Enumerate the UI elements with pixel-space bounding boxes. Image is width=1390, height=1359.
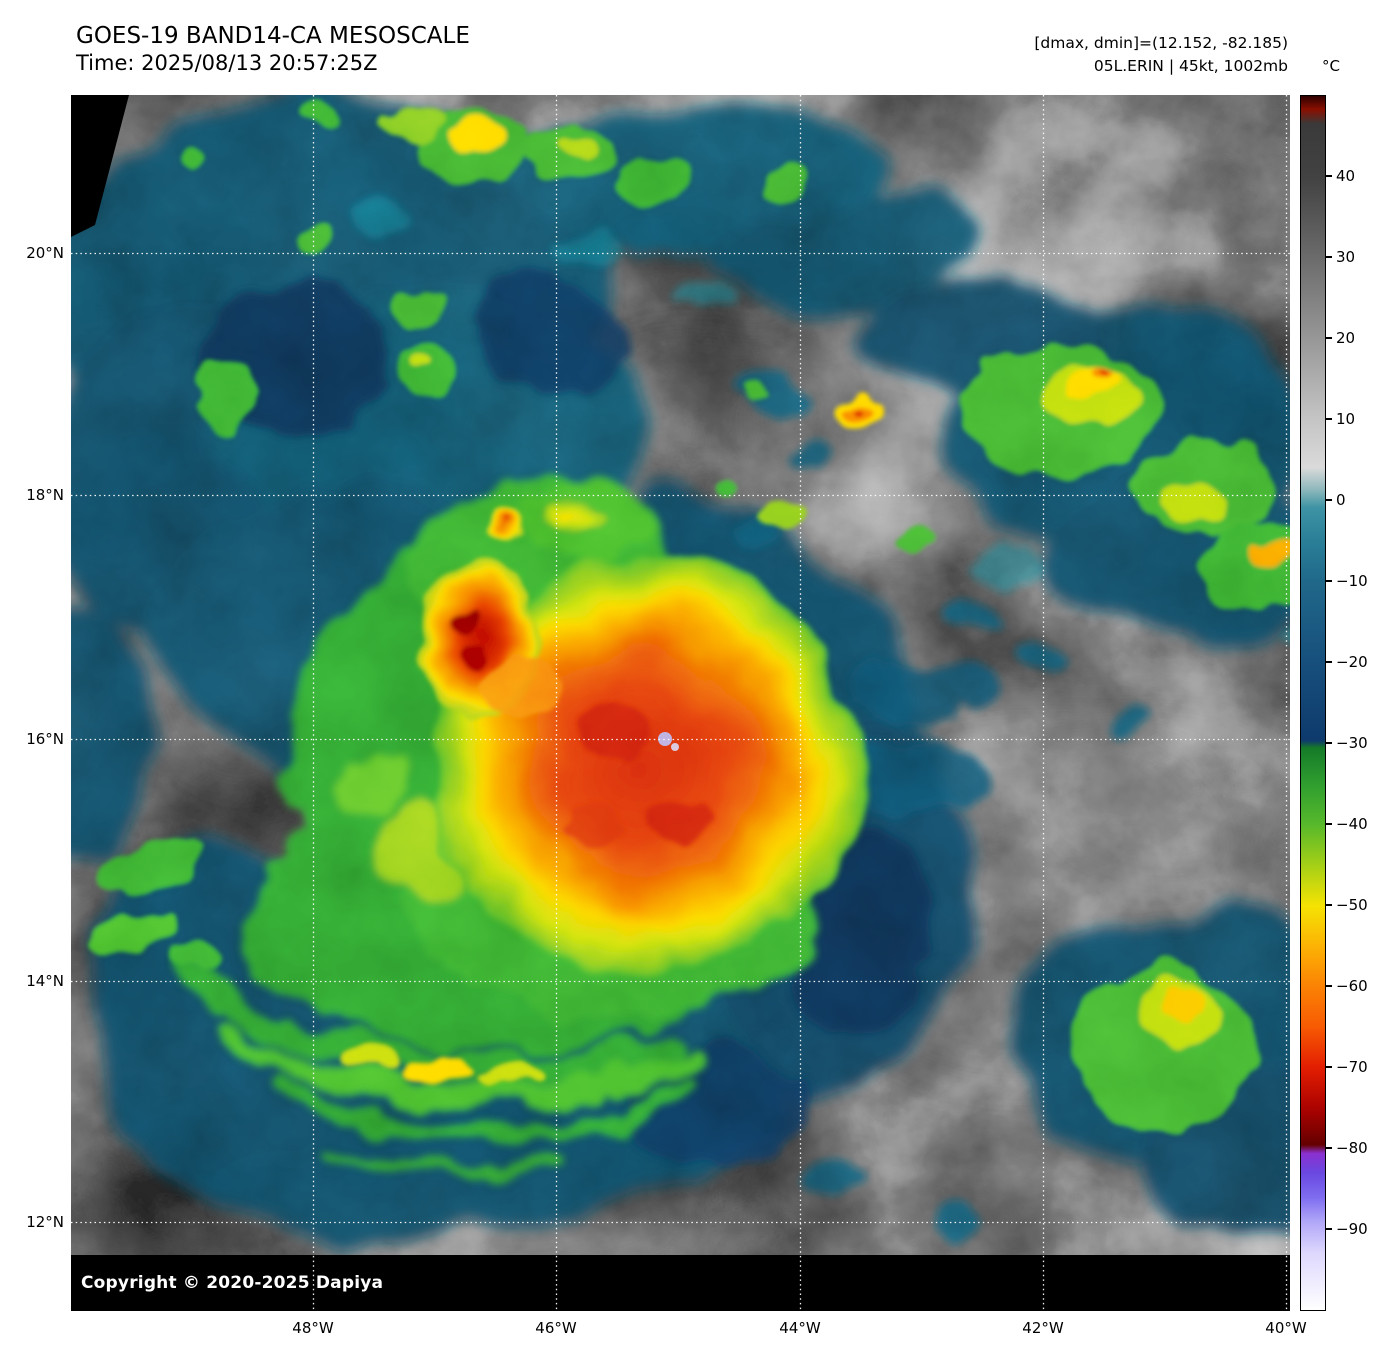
colorbar-tick-label-n40: −40 bbox=[1336, 815, 1368, 833]
colorbar-tick-label-n70: −70 bbox=[1336, 1058, 1368, 1076]
colorbar-tick bbox=[1326, 661, 1332, 663]
satellite-image bbox=[71, 95, 1290, 1311]
title-block: GOES-19 BAND14-CA MESOSCALE Time: 2025/0… bbox=[76, 22, 470, 77]
lon-label-44w: 44°W bbox=[779, 1319, 821, 1337]
colorbar-tick bbox=[1326, 742, 1332, 744]
bottom-black-strip bbox=[71, 1255, 1290, 1311]
colorbar-tick-label-30: 30 bbox=[1336, 248, 1356, 266]
scan-edge-wedge bbox=[71, 95, 129, 237]
lat-label-12n: 12°N bbox=[26, 1213, 64, 1231]
storm-info-label: 05L.ERIN | 45kt, 1002mb bbox=[1093, 57, 1288, 75]
colorbar-tick bbox=[1326, 175, 1332, 177]
colorbar-tick-label-10: 10 bbox=[1336, 410, 1356, 428]
lat-label-14n: 14°N bbox=[26, 972, 64, 990]
colorbar-tick-label-40: 40 bbox=[1336, 167, 1356, 185]
colorbar-tick bbox=[1326, 337, 1332, 339]
colorbar-tick-label-n10: −10 bbox=[1336, 572, 1368, 590]
colorbar-tick bbox=[1326, 1228, 1332, 1230]
colorbar-gradient bbox=[1300, 95, 1326, 1311]
colorbar-tick-label-n90: −90 bbox=[1336, 1220, 1368, 1238]
colorbar-tick-label-0: 0 bbox=[1336, 491, 1346, 509]
colorbar-tick bbox=[1326, 1066, 1332, 1068]
lat-label-18n: 18°N bbox=[26, 486, 64, 504]
colorbar-unit-label: °C bbox=[1322, 57, 1340, 75]
lon-label-40w: 40°W bbox=[1265, 1319, 1307, 1337]
colorbar-tick bbox=[1326, 1147, 1332, 1149]
satellite-map: Copyright © 2020-2025 Dapiya bbox=[71, 95, 1290, 1311]
colorbar-tick bbox=[1326, 499, 1332, 501]
colorbar-tick bbox=[1326, 580, 1332, 582]
colorbar-tick-label-20: 20 bbox=[1336, 329, 1356, 347]
colorbar-tick bbox=[1326, 823, 1332, 825]
lat-label-20n: 20°N bbox=[26, 244, 64, 262]
lon-label-42w: 42°W bbox=[1022, 1319, 1064, 1337]
colorbar-tick-label-n20: −20 bbox=[1336, 653, 1368, 671]
colorbar-tick bbox=[1326, 256, 1332, 258]
copyright-label: Copyright © 2020-2025 Dapiya bbox=[81, 1273, 384, 1293]
colorbar-tick-label-n30: −30 bbox=[1336, 734, 1368, 752]
colorbar-tick bbox=[1326, 985, 1332, 987]
lat-label-16n: 16°N bbox=[26, 730, 64, 748]
map-gridlines bbox=[71, 95, 1290, 1311]
product-time: Time: 2025/08/13 20:57:25Z bbox=[76, 51, 378, 75]
colorbar-tick-label-n80: −80 bbox=[1336, 1139, 1368, 1157]
lon-label-48w: 48°W bbox=[292, 1319, 334, 1337]
data-range-label: [dmax, dmin]=(12.152, -82.185) bbox=[1034, 34, 1288, 52]
colorbar-tick bbox=[1326, 904, 1332, 906]
product-title: GOES-19 BAND14-CA MESOSCALE bbox=[76, 23, 470, 49]
colorbar-tick-label-n50: −50 bbox=[1336, 896, 1368, 914]
colorbar-tick bbox=[1326, 418, 1332, 420]
info-block: [dmax, dmin]=(12.152, -82.185) 05L.ERIN … bbox=[1034, 32, 1288, 78]
colorbar-tick-label-n60: −60 bbox=[1336, 977, 1368, 995]
lon-label-46w: 46°W bbox=[535, 1319, 577, 1337]
